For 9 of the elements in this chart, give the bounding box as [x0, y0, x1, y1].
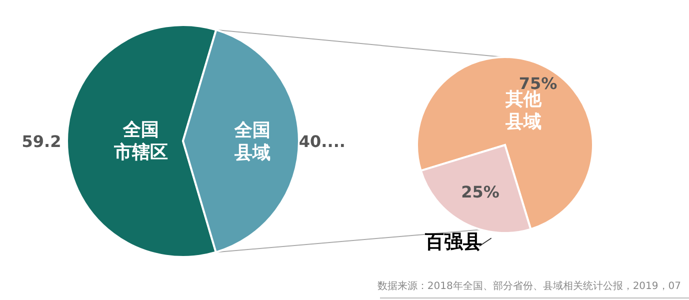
pie-slice: [416, 56, 594, 230]
data-label: 40....: [298, 132, 346, 151]
slice-label: 全国县域: [234, 119, 271, 163]
slice-label: 百强县: [424, 231, 482, 254]
slice-label: 其他县域: [504, 88, 543, 132]
source-note: 数据来源：2018年全国、部分省份、县域相关统计公报，2019，07: [377, 280, 681, 292]
data-label: 25%: [461, 182, 500, 202]
data-label: 59.2: [22, 131, 62, 150]
slice-label: 全国市辖区: [113, 119, 168, 163]
